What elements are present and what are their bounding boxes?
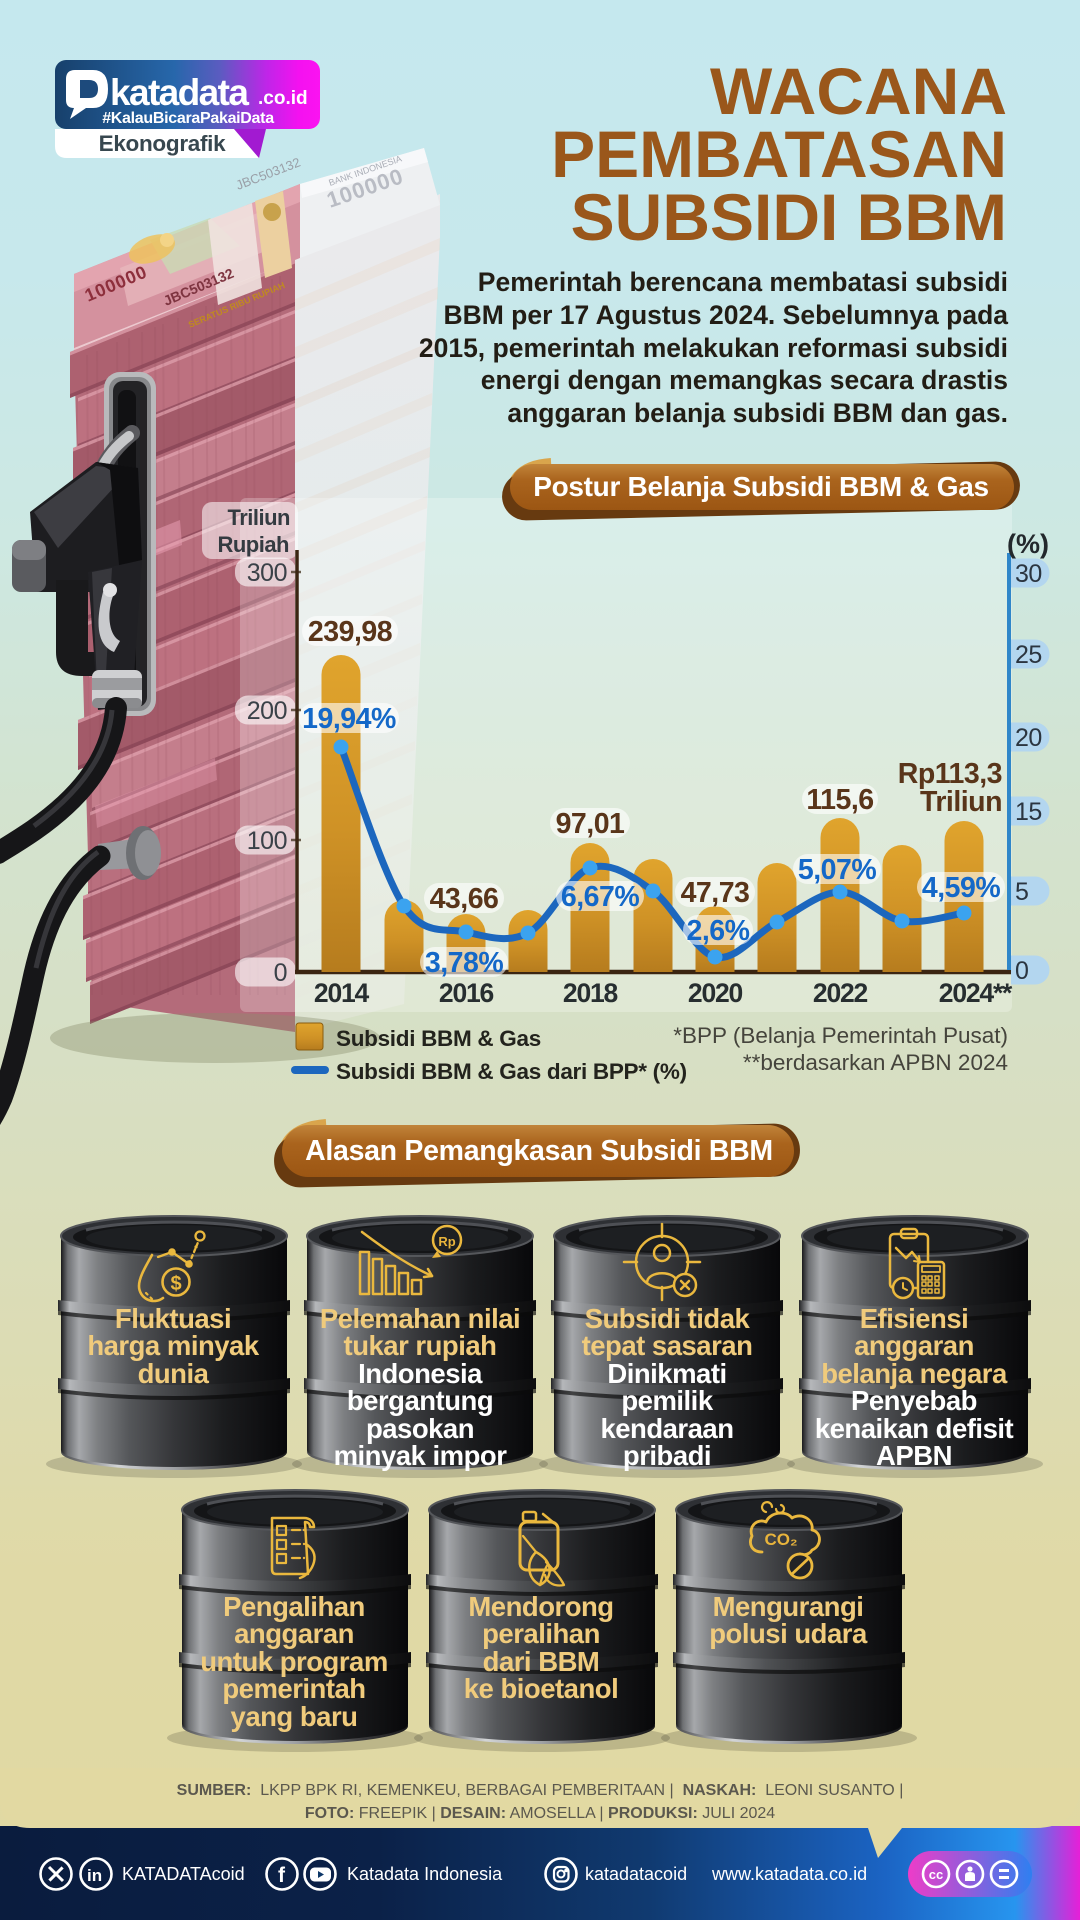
svg-text:katadata: katadata (110, 72, 249, 113)
svg-text:2018: 2018 (563, 978, 618, 1008)
svg-text:25: 25 (1015, 641, 1042, 669)
svg-text:115,6: 115,6 (806, 784, 873, 816)
svg-text:3,78%: 3,78% (425, 947, 503, 979)
svg-text:2024**: 2024** (939, 978, 1013, 1008)
svg-text:in: in (87, 1866, 102, 1885)
svg-text:Triliun: Triliun (920, 786, 1002, 818)
svg-text:.co.id: .co.id (258, 88, 308, 109)
svg-text:239,98: 239,98 (308, 616, 392, 648)
svg-text:5: 5 (1015, 878, 1028, 906)
svg-text:*BPP (Belanja Pemerintah Pusat: *BPP (Belanja Pemerintah Pusat) (673, 1023, 1008, 1048)
svg-text:100: 100 (247, 827, 287, 855)
svg-text:300: 300 (247, 559, 287, 587)
svg-text:0: 0 (1015, 957, 1028, 985)
svg-text:Subsidi BBM & Gas dari BPP* (%: Subsidi BBM & Gas dari BPP* (%) (336, 1059, 687, 1084)
svg-text:f: f (278, 1864, 286, 1887)
svg-text:5,07%: 5,07% (798, 854, 876, 886)
svg-text:2022: 2022 (813, 978, 868, 1008)
svg-text:47,73: 47,73 (681, 877, 750, 909)
svg-text:Alasan Pemangkasan Subsidi BBM: Alasan Pemangkasan Subsidi BBM (305, 1135, 773, 1167)
svg-text:4,59%: 4,59% (922, 872, 1000, 904)
svg-text:JBC503132: JBC503132 (234, 154, 303, 192)
svg-text:(%): (%) (1007, 529, 1049, 559)
svg-text:30: 30 (1015, 560, 1042, 588)
svg-text:www.katadata.co.id: www.katadata.co.id (711, 1864, 867, 1884)
svg-text:2020: 2020 (688, 978, 743, 1008)
svg-text:97,01: 97,01 (556, 808, 625, 840)
svg-text:2016: 2016 (439, 978, 494, 1008)
svg-text:15: 15 (1015, 798, 1042, 826)
svg-text:CO₂: CO₂ (764, 1530, 797, 1549)
svg-text:2,6%: 2,6% (687, 915, 750, 947)
svg-text:2014: 2014 (314, 978, 370, 1008)
svg-text:20: 20 (1015, 724, 1042, 752)
svg-text:Rp: Rp (438, 1234, 455, 1249)
svg-text:0: 0 (274, 959, 287, 987)
svg-text:Triliun: Triliun (228, 505, 291, 530)
svg-text:19,94%: 19,94% (302, 703, 396, 735)
svg-text:#KalauBicaraPakaiData: #KalauBicaraPakaiData (102, 110, 274, 127)
svg-text:200: 200 (247, 697, 287, 725)
svg-text:Rupiah: Rupiah (217, 532, 289, 557)
svg-text:Postur Belanja Subsidi BBM & G: Postur Belanja Subsidi BBM & Gas (533, 471, 989, 502)
svg-text:43,66: 43,66 (430, 883, 499, 915)
svg-text:cc: cc (929, 1867, 943, 1882)
svg-text:$: $ (170, 1273, 181, 1295)
svg-text:**berdasarkan APBN 2024: **berdasarkan APBN 2024 (743, 1050, 1008, 1075)
svg-text:Ekonografik: Ekonografik (99, 131, 227, 156)
svg-text:katadatacoid: katadatacoid (585, 1864, 687, 1884)
svg-text:KATADATAcoid: KATADATAcoid (122, 1864, 245, 1884)
svg-text:6,67%: 6,67% (561, 881, 639, 913)
svg-text:Subsidi BBM & Gas: Subsidi BBM & Gas (336, 1026, 541, 1051)
svg-text:Rp113,3: Rp113,3 (898, 758, 1002, 790)
svg-text:Katadata Indonesia: Katadata Indonesia (347, 1864, 503, 1884)
